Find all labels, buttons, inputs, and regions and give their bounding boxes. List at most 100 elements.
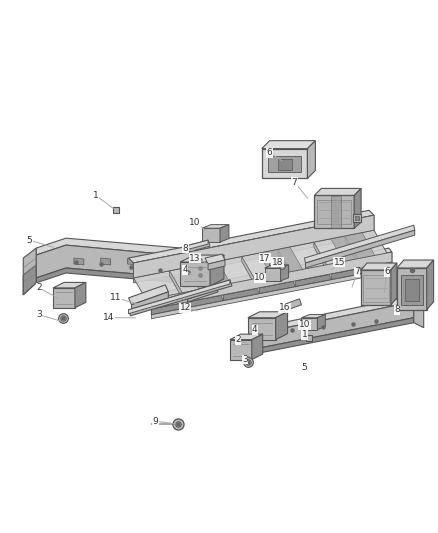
Polygon shape (307, 141, 315, 179)
Polygon shape (397, 268, 427, 310)
Polygon shape (301, 318, 318, 330)
Polygon shape (278, 158, 292, 169)
Text: 3: 3 (242, 355, 248, 364)
Polygon shape (152, 252, 392, 309)
Polygon shape (345, 236, 363, 273)
Polygon shape (276, 312, 288, 340)
Text: 4: 4 (252, 325, 258, 334)
Polygon shape (361, 263, 397, 270)
Text: 10: 10 (254, 273, 265, 282)
Polygon shape (391, 263, 397, 305)
Polygon shape (206, 264, 223, 301)
Text: 6: 6 (384, 268, 390, 277)
Polygon shape (36, 245, 205, 280)
Text: 1: 1 (93, 191, 99, 200)
Polygon shape (252, 334, 263, 360)
Polygon shape (230, 334, 263, 340)
Polygon shape (278, 249, 296, 287)
Polygon shape (301, 314, 325, 318)
Polygon shape (210, 255, 224, 286)
Text: 1: 1 (302, 330, 307, 339)
Text: 18: 18 (272, 257, 283, 266)
Polygon shape (220, 224, 229, 242)
Polygon shape (75, 282, 86, 308)
Text: 10: 10 (299, 320, 310, 329)
Polygon shape (286, 299, 301, 310)
Polygon shape (152, 262, 392, 315)
Polygon shape (101, 258, 111, 265)
Polygon shape (187, 261, 236, 298)
Text: 3: 3 (36, 310, 42, 319)
Polygon shape (148, 248, 392, 299)
Text: 14: 14 (103, 313, 114, 322)
Polygon shape (401, 275, 423, 305)
Polygon shape (314, 188, 361, 196)
Polygon shape (134, 230, 374, 283)
Polygon shape (134, 230, 392, 309)
Polygon shape (262, 141, 315, 149)
Polygon shape (202, 228, 220, 242)
Text: 4: 4 (182, 265, 188, 274)
Polygon shape (397, 260, 434, 268)
Polygon shape (265, 268, 281, 281)
Polygon shape (318, 200, 351, 224)
Polygon shape (265, 265, 289, 268)
Polygon shape (53, 282, 86, 288)
Polygon shape (314, 196, 354, 228)
Polygon shape (185, 240, 208, 250)
Polygon shape (134, 225, 374, 278)
Polygon shape (185, 285, 218, 302)
Polygon shape (281, 265, 289, 281)
Polygon shape (36, 268, 205, 285)
Polygon shape (205, 254, 225, 264)
Polygon shape (414, 298, 424, 328)
Polygon shape (258, 298, 414, 333)
Polygon shape (74, 258, 84, 265)
Polygon shape (134, 215, 374, 273)
Polygon shape (248, 312, 288, 318)
Polygon shape (53, 288, 75, 308)
Text: 6: 6 (267, 148, 272, 157)
Polygon shape (262, 302, 414, 348)
Text: 12: 12 (180, 303, 191, 312)
Polygon shape (180, 262, 210, 286)
Polygon shape (331, 196, 341, 228)
Polygon shape (134, 215, 374, 278)
Text: 10: 10 (189, 218, 201, 227)
Polygon shape (208, 260, 225, 270)
Polygon shape (127, 258, 138, 265)
Polygon shape (427, 260, 434, 310)
Text: 8: 8 (182, 244, 188, 253)
Text: 16: 16 (279, 303, 290, 312)
Polygon shape (304, 225, 415, 263)
Polygon shape (131, 292, 168, 315)
Text: 2: 2 (36, 284, 42, 293)
Polygon shape (129, 280, 232, 316)
Polygon shape (188, 248, 212, 282)
Polygon shape (152, 268, 392, 319)
Polygon shape (185, 240, 210, 252)
Text: 5: 5 (302, 363, 307, 372)
Text: 15: 15 (333, 257, 345, 266)
Polygon shape (202, 224, 229, 228)
Polygon shape (129, 211, 374, 263)
Polygon shape (262, 149, 307, 179)
Text: 5: 5 (26, 236, 32, 245)
Polygon shape (129, 280, 230, 314)
Text: 2: 2 (235, 335, 241, 344)
Polygon shape (318, 314, 325, 330)
Polygon shape (248, 318, 276, 340)
Text: 9: 9 (152, 417, 158, 426)
Text: 8: 8 (394, 305, 400, 314)
Polygon shape (23, 265, 36, 295)
Polygon shape (188, 288, 213, 299)
Polygon shape (185, 285, 215, 300)
Polygon shape (258, 247, 308, 285)
Polygon shape (170, 271, 187, 308)
Polygon shape (314, 242, 332, 280)
Polygon shape (23, 248, 36, 295)
Polygon shape (36, 238, 205, 258)
Polygon shape (188, 248, 212, 256)
Polygon shape (305, 230, 415, 268)
Polygon shape (268, 156, 301, 173)
